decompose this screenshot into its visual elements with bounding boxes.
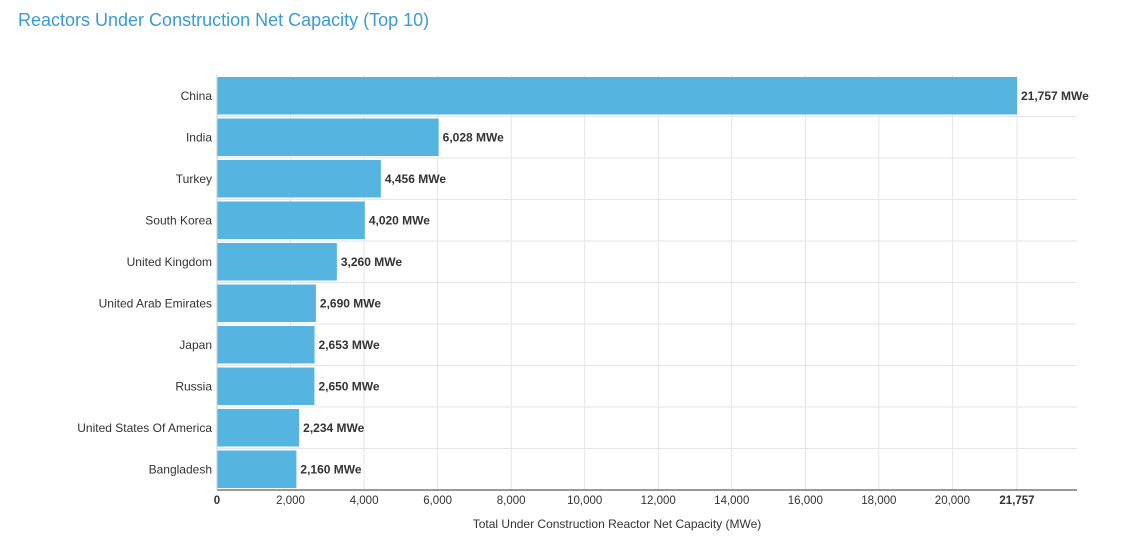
x-tick-label: 20,000: [935, 495, 970, 507]
category-label: Japan: [179, 338, 212, 352]
category-labels: China India Turkey South Korea United Kingdo…: [77, 89, 212, 477]
x-tick-label: 0: [214, 495, 220, 507]
value-label: 2,690 MWe: [320, 296, 381, 310]
category-label: United States Of America: [77, 421, 212, 435]
x-tick-label: 2,000: [276, 495, 305, 507]
value-label: 4,020 MWe: [369, 213, 430, 227]
chart-title: Reactors Under Construction Net Capacity…: [18, 10, 430, 30]
value-labels: 21,757 MWe 6,028 MWe 4,456 MWe 4,020 MWe 3,2…: [300, 89, 1089, 477]
x-tick-label: 10,000: [567, 495, 602, 507]
x-tick-label: 14,000: [714, 495, 749, 507]
bar-india: [217, 118, 439, 156]
x-axis-title: Total Under Construction Reactor Net Cap…: [473, 517, 762, 531]
bar-united-states-of-america: [217, 409, 300, 447]
value-label: 2,234 MWe: [303, 421, 364, 435]
x-tick-label: 16,000: [788, 495, 823, 507]
category-label: India: [186, 130, 212, 144]
x-tick-label: 21,757: [999, 495, 1034, 507]
x-axis: 0 2,000 4,000 6,000 8,000 10,000 12,000 14,000 1…: [214, 75, 1077, 507]
value-label: 21,757 MWe: [1021, 89, 1089, 103]
value-label: 2,650 MWe: [318, 379, 379, 393]
x-tick-label: 4,000: [350, 495, 379, 507]
category-label: China: [181, 89, 213, 103]
category-label: Russia: [175, 379, 212, 393]
bar-bangladesh: [217, 450, 297, 488]
bar-united-kingdom: [217, 243, 337, 281]
grid-lines: [216, 75, 1077, 490]
value-label: 2,160 MWe: [300, 462, 361, 476]
x-tick-label: 18,000: [861, 495, 896, 507]
bar-turkey: [217, 160, 381, 198]
value-label: 3,260 MWe: [341, 255, 402, 269]
bar-united-arab-emirates: [217, 284, 316, 322]
bar-south-korea: [217, 201, 365, 239]
bar-russia: [217, 367, 315, 405]
category-label: Bangladesh: [149, 462, 212, 476]
bar-china: [217, 77, 1017, 115]
category-label: United Arab Emirates: [99, 296, 212, 310]
x-tick-label: 12,000: [641, 495, 676, 507]
category-label: United Kingdom: [127, 255, 212, 269]
category-label: South Korea: [145, 213, 212, 227]
x-tick-label: 6,000: [423, 495, 452, 507]
category-label: Turkey: [176, 172, 212, 186]
value-label: 4,456 MWe: [385, 172, 446, 186]
bars: [217, 77, 1017, 488]
value-label: 2,653 MWe: [319, 338, 380, 352]
x-tick-label: 8,000: [497, 495, 526, 507]
value-label: 6,028 MWe: [443, 130, 504, 144]
bar-japan: [217, 326, 315, 364]
